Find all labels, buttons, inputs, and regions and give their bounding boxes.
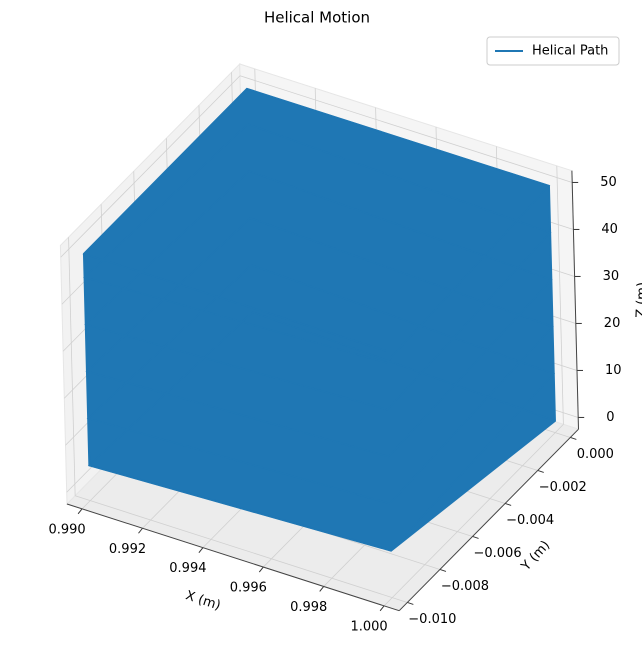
x-axis-label: X (m) bbox=[184, 588, 223, 613]
tick-mark bbox=[439, 568, 447, 572]
tick-mark bbox=[379, 605, 385, 612]
z-axis-label: Z (m) bbox=[634, 282, 642, 318]
axis-line bbox=[66, 503, 400, 612]
axis-line bbox=[398, 428, 579, 612]
helix-line bbox=[82, 87, 556, 552]
grid-line bbox=[239, 75, 573, 183]
z-tick-label: 0 bbox=[606, 410, 614, 425]
grid-line bbox=[68, 237, 76, 496]
x-tick-label: 1.000 bbox=[350, 619, 387, 634]
z-tick-label: 40 bbox=[601, 222, 618, 237]
tick-mark bbox=[138, 527, 143, 534]
y-tick-label: −0.004 bbox=[506, 513, 554, 528]
x-tick-label: 0.996 bbox=[230, 581, 267, 596]
y-axis-label: Y (m) bbox=[518, 538, 553, 575]
grid-line bbox=[60, 75, 241, 258]
tick-mark bbox=[570, 436, 577, 440]
y-tick-label: −0.008 bbox=[441, 579, 489, 594]
tick-mark bbox=[258, 566, 264, 573]
tick-mark bbox=[198, 547, 204, 553]
x-tick-label: 0.990 bbox=[48, 522, 85, 537]
tick-mark bbox=[407, 601, 414, 605]
z-tick-label: 20 bbox=[604, 316, 621, 331]
grid-line bbox=[383, 424, 564, 607]
x-tick-label: 0.994 bbox=[169, 561, 206, 576]
y-tick-label: −0.010 bbox=[408, 612, 456, 627]
z-tick-label: 30 bbox=[603, 269, 620, 284]
tick-mark bbox=[77, 508, 83, 515]
y-tick-label: 0.000 bbox=[577, 447, 614, 462]
tick-mark bbox=[537, 469, 544, 473]
y-tick-label: −0.002 bbox=[539, 480, 587, 495]
x-tick-label: 0.998 bbox=[290, 600, 327, 615]
z-tick-label: 10 bbox=[605, 363, 622, 378]
z-tick-label: 50 bbox=[600, 175, 617, 190]
tick-mark bbox=[319, 586, 325, 592]
legend-box bbox=[486, 36, 620, 66]
axis-line bbox=[571, 170, 579, 430]
tick-mark bbox=[472, 535, 479, 539]
grid-line bbox=[75, 495, 408, 603]
grid-line bbox=[556, 165, 564, 425]
chart-title: Helical Motion bbox=[264, 9, 370, 27]
legend-label: Helical Path bbox=[532, 44, 608, 59]
tick-mark bbox=[504, 502, 512, 506]
y-tick-label: −0.006 bbox=[473, 546, 521, 561]
x-tick-label: 0.992 bbox=[109, 542, 146, 557]
